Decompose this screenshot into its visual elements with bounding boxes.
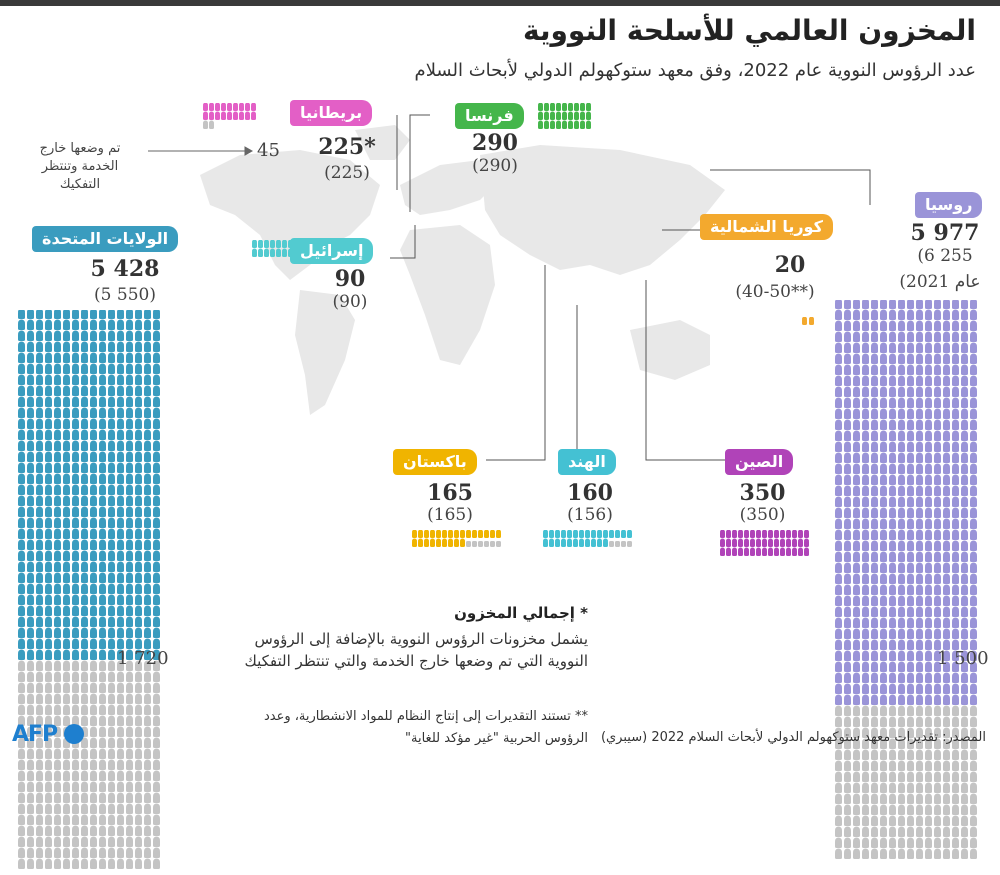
uk-previous: (225) (324, 163, 370, 183)
russia-previous-year: عام 2021) (899, 272, 981, 292)
source-line: المصدر: تقديرات معهد ستوكهولم الدولي لأب… (600, 730, 986, 745)
afp-logo-dot (64, 724, 84, 744)
pakistan-warheads-grid (412, 529, 502, 552)
africa-shape (400, 225, 495, 365)
india-label: الهند (558, 449, 616, 475)
page-subtitle: عدد الرؤوس النووية عام 2022، وفق معهد ست… (414, 60, 976, 81)
india-warheads-grid (543, 529, 633, 552)
south-america-shape (295, 290, 355, 415)
greenland-shape (355, 125, 410, 160)
israel-total: 90 (334, 266, 366, 292)
pakistan-label: باكستان (393, 449, 477, 475)
russia-total: 5 977 (910, 220, 980, 246)
usa-previous: (5 550) (94, 285, 156, 305)
top-bar (0, 0, 1000, 6)
china-previous: (350) (739, 505, 786, 525)
north-korea-total: 20 (774, 252, 806, 278)
usa-retired-count: 1 720 (117, 648, 169, 669)
china-warheads-grid (720, 529, 810, 561)
russia-label: روسيا (915, 192, 983, 218)
north-korea-previous: (40-50**) (735, 282, 815, 302)
india-total: 160 (567, 480, 613, 506)
uk-label: بريطانيا (290, 100, 373, 126)
north-korea-label: كوريا الشمالية (700, 214, 833, 240)
footnote-star-heading: * إجمالي المخزون (454, 604, 588, 622)
russia-retired-count: 1 500 (937, 648, 989, 669)
footnote-star-text: يشمل مخزونات الرؤوس النووية بالإضافة إلى… (244, 630, 588, 670)
france-total: 290 (472, 130, 518, 156)
footnote-double-star: ** تستند التقديرات إلى إنتاج النظام للمو… (263, 709, 588, 746)
afp-logo: AFP (12, 722, 58, 747)
pakistan-total: 165 (427, 480, 473, 506)
australia-shape (630, 320, 710, 380)
uk-warheads-grid (203, 102, 257, 134)
asia-shape (480, 145, 725, 275)
france-warheads-grid (538, 102, 592, 134)
israel-previous: (90) (332, 292, 368, 312)
uk-retired-count: 45 (257, 140, 280, 161)
china-label: الصين (725, 449, 794, 475)
usa-warheads-grid (18, 308, 162, 875)
usa-label: الولايات المتحدة (32, 226, 179, 252)
russia-previous: (6 255 (917, 246, 973, 266)
footnote-star-mark: * (580, 604, 588, 622)
pakistan-previous: (165) (427, 505, 473, 525)
france-previous: (290) (472, 156, 518, 176)
china-total: 350 (739, 480, 786, 506)
uk-total: 225* (318, 134, 376, 160)
india-previous: (156) (567, 505, 613, 525)
france-label: فرنسا (455, 103, 524, 129)
israel-label: إسرائيل (290, 238, 374, 264)
russia-warheads-grid (835, 298, 979, 865)
north-korea-warheads-grid (802, 312, 816, 331)
usa-total: 5 428 (90, 256, 160, 282)
footnote-star-title: إجمالي المخزون (454, 604, 575, 622)
north-america-shape (200, 150, 380, 280)
page-title: المخزون العالمي للأسلحة النووية (523, 14, 976, 47)
retired-note: تم وضعها خارج الخدمة وتنتظر التفكيك (39, 141, 121, 192)
